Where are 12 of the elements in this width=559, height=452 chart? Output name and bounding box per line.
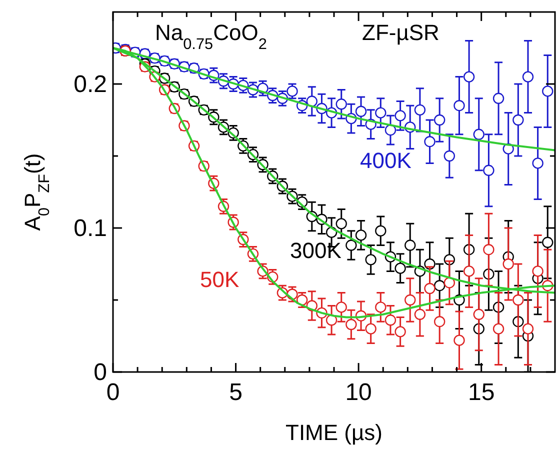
- y-tick-label: 0.2: [74, 71, 107, 98]
- x-tick-label: 15: [468, 379, 495, 406]
- x-tick-label: 10: [345, 379, 372, 406]
- x-tick-label: 5: [229, 379, 242, 406]
- y-tick-label: 0: [94, 359, 107, 386]
- annotation: ZF-µSR: [362, 20, 440, 45]
- x-axis-title: TIME (µs): [286, 420, 382, 445]
- annotation: Na$_{0.75}$CoO$_{2}$: [155, 20, 267, 52]
- y-tick-label: 0.1: [74, 215, 107, 242]
- series-label: 300K: [290, 238, 342, 263]
- series-label: 400K: [360, 148, 412, 173]
- series-label: 50K: [200, 267, 240, 292]
